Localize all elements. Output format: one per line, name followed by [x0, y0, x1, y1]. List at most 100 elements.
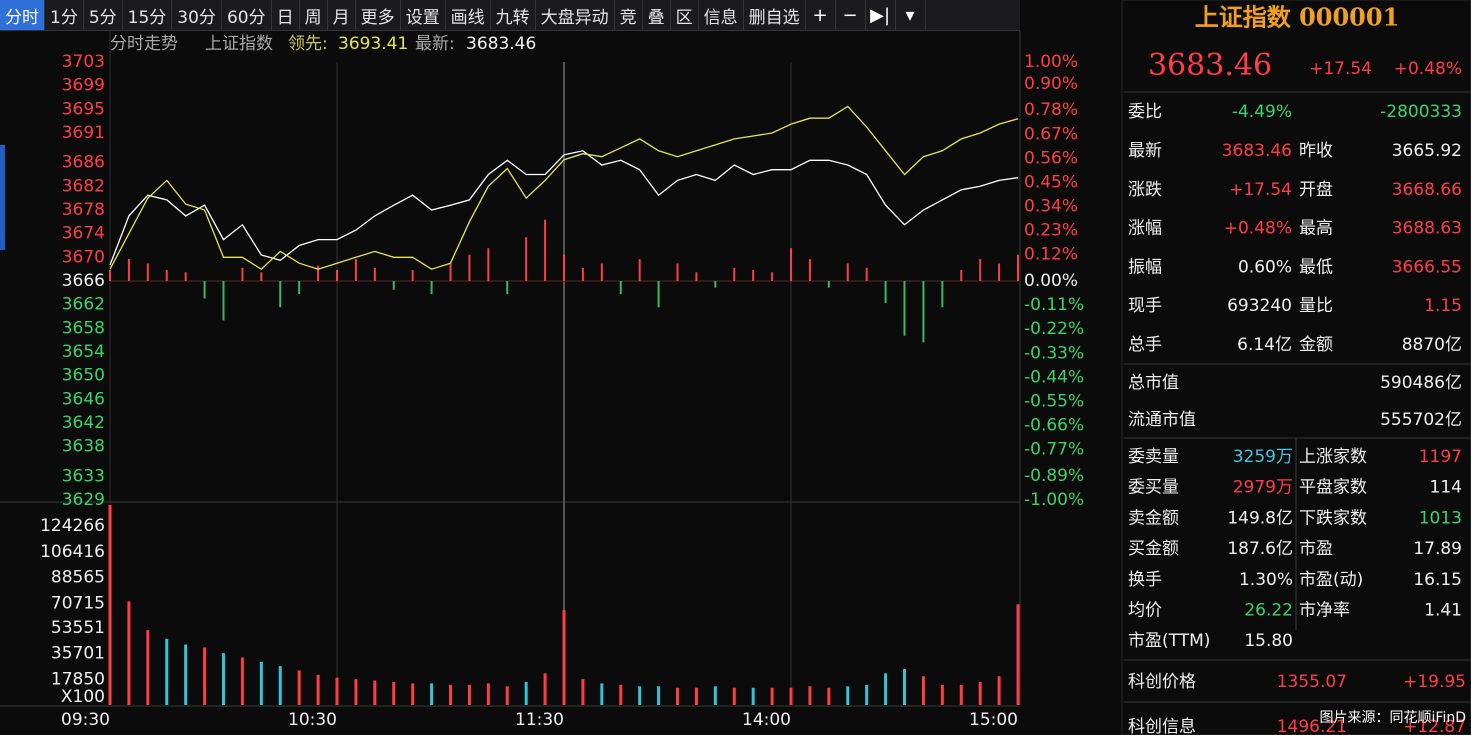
- y-tick-label: 3650: [62, 366, 105, 386]
- indicator-bar: [714, 281, 717, 288]
- volume-tick-label: 17850: [51, 669, 105, 689]
- y-tick-label: 3666: [62, 271, 105, 291]
- row-label: 市盈(动): [1299, 570, 1363, 590]
- toolbar-tab[interactable]: 月: [328, 0, 356, 30]
- row-label: 市盈(TTM): [1128, 631, 1210, 651]
- row-value: +19.95: [1403, 672, 1466, 692]
- toolbar-tab[interactable]: 竞: [615, 0, 643, 30]
- toolbar-tab[interactable]: 叠: [643, 0, 671, 30]
- toolbar-tab[interactable]: 删自选: [744, 0, 806, 30]
- y-tick-label: 3654: [62, 342, 105, 362]
- y2-tick-label: 0.90%: [1024, 74, 1078, 94]
- row-label: 量比: [1299, 296, 1333, 316]
- lead-value: 3693.41: [338, 34, 408, 54]
- volume-bar: [619, 684, 623, 705]
- indicator-bar: [600, 263, 603, 281]
- row-value: 1197: [1419, 447, 1462, 467]
- indicator-bar: [771, 272, 774, 281]
- indicator-bar: [544, 219, 547, 281]
- row-label: 现手: [1128, 296, 1162, 316]
- y2-tick-label: 0.45%: [1024, 172, 1078, 192]
- toolbar-tab[interactable]: 画线: [446, 0, 491, 30]
- y2-tick-label: 0.56%: [1024, 148, 1078, 168]
- indicator-bar: [960, 270, 963, 281]
- indicator-bar: [827, 281, 830, 288]
- indicator-bar: [884, 281, 887, 303]
- y-tick-label: 3703: [62, 52, 105, 72]
- volume-bar: [638, 686, 642, 705]
- volume-bar: [335, 677, 339, 705]
- toolbar-tab[interactable]: 5分: [84, 0, 123, 30]
- row-value: -4.49%: [1232, 102, 1292, 122]
- row-value: 1.41: [1424, 601, 1462, 621]
- volume-bar: [524, 681, 528, 705]
- row-value: 15.80: [1244, 631, 1293, 651]
- toolbar-tab[interactable]: 更多: [356, 0, 401, 30]
- row-label: 换手: [1128, 570, 1162, 590]
- toolbar-tab[interactable]: 30分: [172, 0, 222, 30]
- volume-tick-label: 70715: [51, 593, 105, 613]
- y-tick-label: 3699: [62, 76, 105, 96]
- volume-bar: [354, 679, 358, 705]
- row-label: 涨幅: [1128, 219, 1162, 239]
- toolbar-tab[interactable]: 1分: [45, 0, 84, 30]
- remove-button[interactable]: −: [836, 0, 866, 30]
- indicator-bar: [676, 263, 679, 281]
- row-value: 555702亿: [1380, 410, 1462, 430]
- row-label: 委买量: [1128, 478, 1179, 498]
- row-value: 590486亿: [1380, 373, 1462, 393]
- indicator-bar: [298, 281, 301, 295]
- indicator-bar: [146, 263, 149, 281]
- y-tick-label: 3642: [62, 413, 105, 433]
- volume-bar: [562, 610, 566, 705]
- volume-bar: [694, 687, 698, 705]
- menu-button[interactable]: ▾: [896, 0, 926, 30]
- indicator-bar: [846, 263, 849, 281]
- y2-tick-label: 0.34%: [1024, 197, 1078, 217]
- latest-value: 3683.46: [466, 34, 536, 54]
- indicator-bar: [392, 281, 395, 290]
- row-value: +12.87: [1403, 717, 1466, 735]
- indicator-bar: [127, 259, 130, 281]
- volume-bar: [770, 687, 774, 705]
- row-label: 最新: [1128, 141, 1162, 161]
- toolbar-tab[interactable]: 九转: [491, 0, 536, 30]
- y2-tick-label: -0.55%: [1024, 391, 1084, 411]
- row-label: 科创价格: [1128, 672, 1196, 692]
- toolbar-tab[interactable]: 设置: [401, 0, 446, 30]
- volume-bar: [827, 687, 831, 705]
- volume-bar: [373, 680, 377, 705]
- indicator-bar: [260, 272, 263, 281]
- indicator-bar: [922, 281, 925, 343]
- y2-tick-label: 0.00%: [1024, 271, 1078, 291]
- toolbar-tab[interactable]: 信息: [699, 0, 744, 30]
- y2-tick-label: 0.78%: [1024, 100, 1078, 120]
- row-value: 1013: [1419, 508, 1462, 528]
- add-button[interactable]: +: [806, 0, 836, 30]
- row-value: 16.15: [1413, 570, 1462, 590]
- step-button[interactable]: ▶|: [866, 0, 896, 30]
- toolbar-tab[interactable]: 区: [671, 0, 699, 30]
- volume-bar: [903, 669, 906, 705]
- toolbar-tab[interactable]: 日: [272, 0, 300, 30]
- row-label: 总市值: [1128, 373, 1179, 393]
- y2-tick-label: 0.67%: [1024, 124, 1078, 144]
- row-value: 149.8亿: [1227, 508, 1293, 528]
- row-value: -2800333: [1380, 102, 1462, 122]
- toolbar-tab[interactable]: 大盘异动: [536, 0, 615, 30]
- row-label: 市净率: [1299, 601, 1350, 621]
- y-tick-label: 3638: [62, 437, 105, 457]
- toolbar-tab[interactable]: 60分: [222, 0, 272, 30]
- y2-tick-label: -0.33%: [1024, 343, 1084, 363]
- toolbar-tab[interactable]: 周: [300, 0, 328, 30]
- volume-bar: [278, 666, 282, 705]
- quote-change-pct: +0.48%: [1394, 59, 1462, 79]
- toolbar-tab[interactable]: 分时: [0, 0, 45, 30]
- watermark: 图片来源：同花顺iFinD: [1320, 710, 1466, 726]
- row-label: 买金额: [1128, 539, 1179, 559]
- volume-tick-label: 88565: [51, 568, 105, 588]
- volume-bar: [959, 684, 963, 705]
- toolbar-tab[interactable]: 15分: [123, 0, 173, 30]
